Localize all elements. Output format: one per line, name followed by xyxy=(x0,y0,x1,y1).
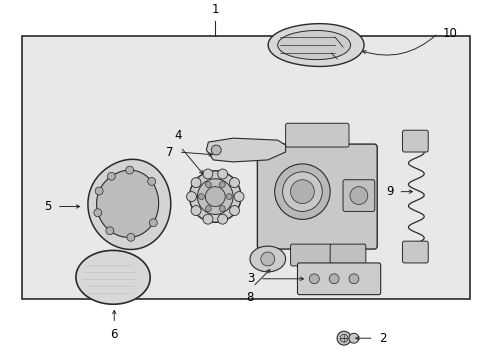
Circle shape xyxy=(348,274,358,284)
Circle shape xyxy=(197,179,233,215)
Text: 8: 8 xyxy=(246,291,253,304)
Polygon shape xyxy=(267,24,364,67)
Circle shape xyxy=(106,227,114,235)
Circle shape xyxy=(290,180,314,203)
Text: 10: 10 xyxy=(442,27,457,40)
Text: 9: 9 xyxy=(385,185,393,198)
Text: 7: 7 xyxy=(166,145,173,158)
Text: 4: 4 xyxy=(174,129,181,142)
Text: 6: 6 xyxy=(110,328,118,341)
Circle shape xyxy=(107,172,115,180)
Circle shape xyxy=(191,177,201,188)
FancyBboxPatch shape xyxy=(297,263,380,294)
Circle shape xyxy=(198,194,204,199)
Circle shape xyxy=(191,206,201,216)
Circle shape xyxy=(229,206,239,216)
Polygon shape xyxy=(97,170,158,237)
Text: 5: 5 xyxy=(44,200,52,213)
FancyBboxPatch shape xyxy=(285,123,348,147)
Circle shape xyxy=(219,206,225,212)
Bar xyxy=(21,36,469,300)
FancyBboxPatch shape xyxy=(402,241,427,263)
FancyBboxPatch shape xyxy=(402,130,427,152)
Polygon shape xyxy=(277,31,350,60)
Circle shape xyxy=(229,177,239,188)
Polygon shape xyxy=(88,159,170,249)
Text: 1: 1 xyxy=(211,3,219,16)
FancyBboxPatch shape xyxy=(290,244,331,266)
Circle shape xyxy=(217,214,227,224)
Text: 3: 3 xyxy=(247,272,254,285)
Circle shape xyxy=(339,334,347,342)
Circle shape xyxy=(348,333,358,343)
Circle shape xyxy=(274,164,329,219)
Circle shape xyxy=(260,252,274,266)
Circle shape xyxy=(127,233,135,241)
Circle shape xyxy=(205,187,225,207)
Circle shape xyxy=(149,219,157,227)
Circle shape xyxy=(125,166,133,174)
Polygon shape xyxy=(206,138,285,162)
Circle shape xyxy=(203,169,212,179)
Circle shape xyxy=(147,177,155,185)
Circle shape xyxy=(234,192,244,202)
FancyBboxPatch shape xyxy=(257,144,376,249)
Text: 2: 2 xyxy=(378,332,386,345)
Polygon shape xyxy=(76,251,150,304)
Circle shape xyxy=(219,181,225,188)
Circle shape xyxy=(336,331,350,345)
Circle shape xyxy=(186,192,196,202)
Circle shape xyxy=(349,187,367,204)
Circle shape xyxy=(205,206,211,212)
Circle shape xyxy=(94,209,102,217)
Circle shape xyxy=(282,172,322,211)
Circle shape xyxy=(205,181,211,188)
FancyBboxPatch shape xyxy=(343,180,374,211)
Circle shape xyxy=(309,274,319,284)
Circle shape xyxy=(211,145,221,155)
Circle shape xyxy=(328,274,338,284)
FancyBboxPatch shape xyxy=(329,244,365,266)
Circle shape xyxy=(189,171,241,222)
Circle shape xyxy=(95,187,103,195)
Circle shape xyxy=(203,214,212,224)
Circle shape xyxy=(226,194,232,199)
Circle shape xyxy=(217,169,227,179)
Polygon shape xyxy=(249,246,285,272)
